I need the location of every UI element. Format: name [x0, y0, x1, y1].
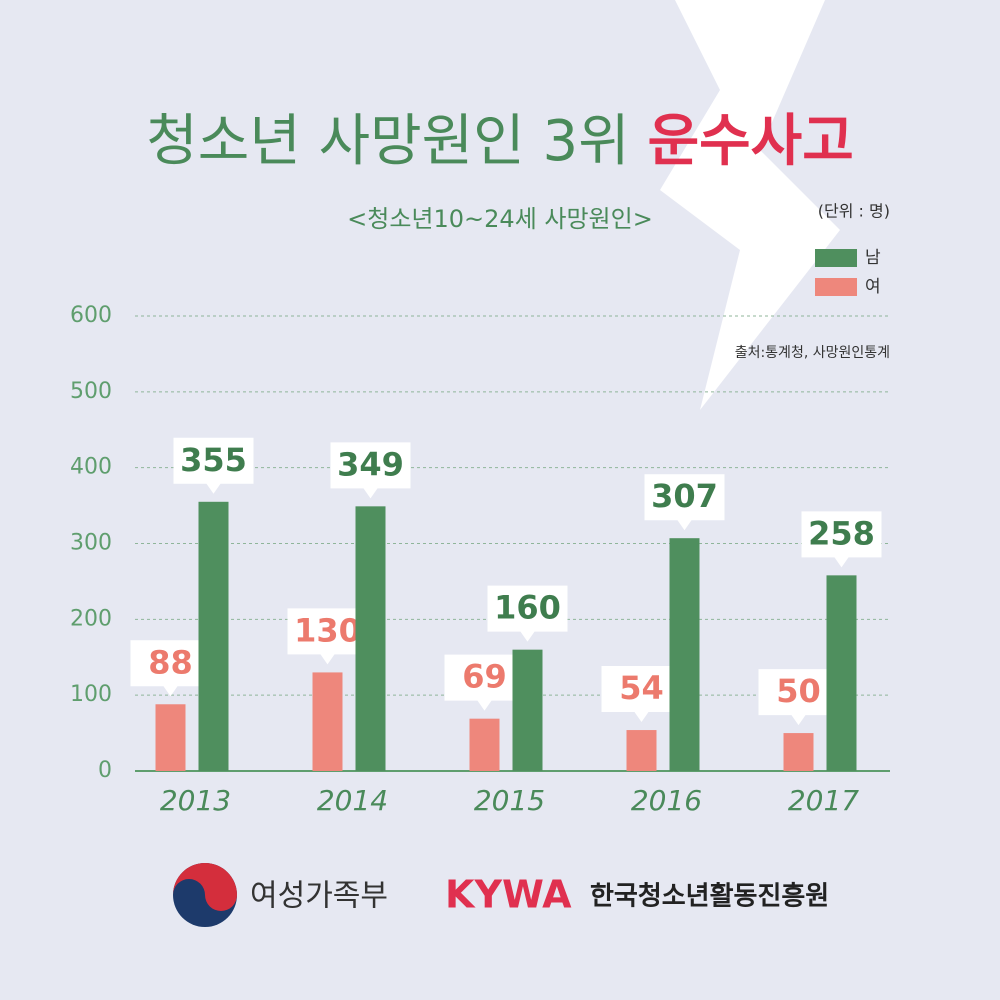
y-tick-label: 400	[70, 455, 112, 480]
bar	[826, 575, 857, 771]
unit: (단위 : 명)	[818, 202, 890, 221]
x-tick-label: 2017	[788, 784, 859, 817]
y-tick-label: 0	[98, 758, 112, 783]
bar	[783, 733, 814, 771]
x-tick-label: 2014	[317, 784, 388, 817]
value-callout: 307	[644, 474, 725, 531]
y-tick-label: 500	[70, 379, 112, 404]
callout-box	[287, 608, 368, 665]
bar	[355, 506, 386, 771]
value-label: 258	[808, 514, 875, 552]
x-tick-label: 2015	[474, 784, 545, 817]
callout-box	[601, 666, 682, 723]
x-tick-label: 2016	[631, 784, 702, 817]
value-callout: 69	[444, 654, 525, 711]
callout-box	[173, 437, 254, 494]
value-callout: 160	[487, 585, 568, 642]
lightning-bolt	[660, 0, 840, 410]
value-callout: 54	[601, 666, 682, 723]
value-callout: 355	[173, 437, 254, 494]
legend-swatch	[815, 249, 857, 267]
value-label: 307	[651, 477, 718, 515]
value-label: 349	[337, 445, 404, 483]
source: 출처:통계청, 사망원인통계	[735, 345, 890, 361]
value-callout: 50	[758, 669, 839, 726]
callout-box	[487, 585, 568, 642]
bar	[198, 501, 229, 771]
bar	[312, 672, 343, 771]
value-label: 88	[148, 643, 193, 681]
y-tick-label: 200	[70, 606, 112, 631]
logo-kywa: KYWA	[445, 873, 572, 917]
value-label: 355	[180, 441, 247, 479]
logo-text: 여성가족부	[250, 879, 388, 914]
value-label: 54	[619, 669, 664, 707]
callout-box	[330, 442, 411, 499]
logo-gov: 여성가족부	[173, 863, 388, 927]
callout-box	[758, 669, 839, 726]
value-label: 160	[494, 589, 561, 627]
value-callout: 130	[287, 608, 368, 665]
legend-label: 남	[865, 248, 881, 268]
y-tick-label: 300	[70, 531, 112, 556]
subtitle: <청소년10~24세 사망원인>	[347, 205, 653, 233]
callout-box	[130, 640, 211, 697]
bar	[512, 649, 543, 771]
bar	[469, 718, 500, 771]
callout-box	[444, 654, 525, 711]
value-label: 50	[776, 672, 821, 710]
title-highlight: 운수사고	[648, 109, 854, 174]
value-callout: 258	[801, 511, 882, 568]
y-tick-label: 600	[70, 303, 112, 328]
callout-box	[644, 474, 725, 531]
legend-swatch	[815, 278, 857, 296]
y-tick-label: 100	[70, 682, 112, 707]
title-part: 청소년 사망원인 3위	[146, 109, 629, 174]
callout-box	[801, 511, 882, 568]
x-tick-label: 2013	[160, 784, 231, 817]
chart-title: 청소년 사망원인 3위 운수사고	[146, 109, 853, 174]
value-label: 69	[462, 658, 507, 696]
logo-text: 한국청소년활동진흥원	[590, 882, 829, 912]
value-label: 130	[294, 611, 361, 649]
value-callout: 349	[330, 442, 411, 499]
legend-label: 여	[865, 277, 881, 297]
bar	[155, 704, 186, 771]
emblem-red	[173, 863, 237, 911]
bar	[669, 538, 700, 771]
value-callout: 88	[130, 640, 211, 697]
bar	[626, 730, 657, 771]
